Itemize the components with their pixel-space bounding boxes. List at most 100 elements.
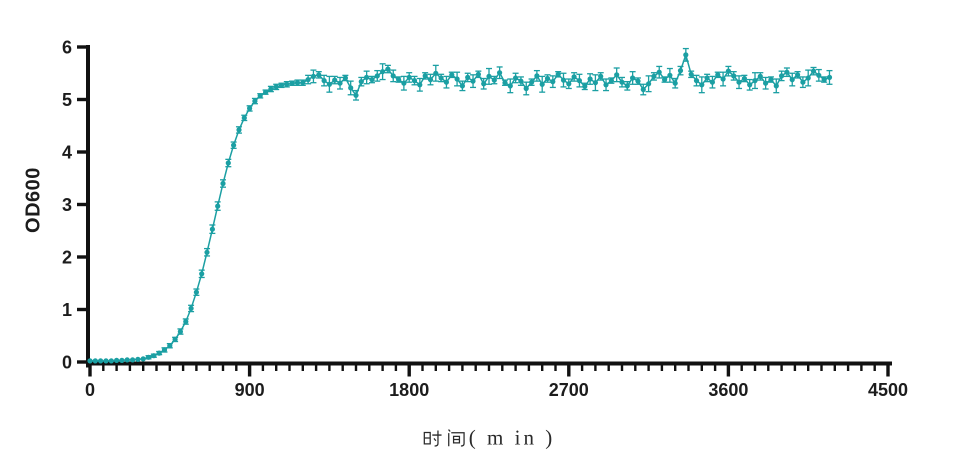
data-point — [188, 305, 194, 311]
data-point — [688, 71, 694, 77]
x-tick-major — [726, 365, 731, 377]
data-point — [736, 79, 742, 85]
data-point — [693, 78, 700, 84]
data-point — [161, 347, 168, 353]
x-tick-label: 3600 — [708, 380, 748, 400]
x-tick-label: 1800 — [389, 380, 429, 400]
x-tick-minor — [221, 365, 225, 371]
x-tick-minor — [541, 365, 544, 371]
x-tick-minor — [168, 365, 171, 371]
data-point — [438, 75, 444, 81]
data-point — [231, 142, 237, 148]
data-point — [523, 85, 529, 92]
data-point — [507, 83, 513, 89]
data-point — [715, 72, 721, 78]
x-tick-minor — [115, 365, 118, 371]
x-tick-label: 900 — [235, 380, 265, 400]
y-tick-label: 1 — [62, 300, 72, 320]
data-point — [135, 356, 141, 362]
x-tick-minor — [713, 365, 717, 371]
data-point — [364, 74, 370, 80]
data-point — [470, 78, 476, 84]
data-point — [316, 72, 322, 78]
x-tick-minor — [181, 365, 185, 371]
data-point — [326, 81, 332, 87]
data-point — [704, 75, 710, 81]
data-point — [656, 69, 662, 75]
data-points — [87, 52, 833, 364]
data-point — [725, 68, 732, 74]
x-tick-minor — [860, 365, 863, 371]
y-tick-label: 4 — [62, 143, 72, 163]
data-point — [619, 79, 625, 85]
x-axis-line — [86, 361, 892, 366]
series-line — [90, 52, 830, 362]
data-point — [502, 80, 508, 86]
y-axis-line — [86, 45, 90, 368]
x-tick-minor — [647, 365, 650, 371]
y-tick-label: 6 — [62, 38, 72, 58]
data-point — [805, 75, 811, 81]
data-point — [624, 83, 630, 89]
x-tick-minor — [195, 365, 198, 371]
x-tick-major — [407, 365, 411, 377]
y-tick-label: 0 — [62, 353, 72, 373]
data-point — [87, 358, 93, 364]
data-point — [92, 358, 98, 364]
data-point — [459, 83, 465, 89]
x-tick-major — [247, 365, 252, 377]
data-point — [193, 289, 199, 295]
data-point — [156, 350, 162, 356]
data-point — [396, 77, 402, 83]
data-point — [374, 73, 380, 79]
data-point — [773, 83, 779, 89]
x-tick-minor — [594, 365, 597, 371]
x-tick-label: 2700 — [549, 380, 589, 400]
data-point — [443, 79, 449, 85]
axes — [86, 45, 892, 368]
x-axis-title: ( m in ) — [421, 426, 555, 451]
data-point — [640, 86, 646, 93]
y-axis-title: OD600 — [22, 167, 45, 233]
data-point — [140, 356, 146, 362]
data-point — [337, 80, 343, 86]
y-tick — [77, 202, 86, 207]
data-point — [672, 80, 678, 86]
data-point — [768, 77, 774, 83]
data-point — [449, 72, 455, 78]
data-point — [598, 73, 604, 79]
x-tick-label: 0 — [85, 380, 95, 400]
data-point — [816, 72, 822, 78]
x-tick-minor — [820, 365, 823, 371]
data-point — [603, 82, 609, 88]
data-point — [582, 83, 588, 89]
data-point — [779, 73, 785, 79]
x-tick-minor — [235, 365, 238, 371]
data-point — [821, 77, 827, 83]
x-tick-minor — [634, 365, 637, 371]
data-point — [252, 98, 258, 104]
y-axis-ticks: 0 1 2 3 4 5 6 — [62, 38, 86, 373]
data-point — [124, 357, 130, 363]
data-point — [273, 84, 279, 90]
data-point — [560, 77, 567, 83]
x-axis-units: ( m in ) — [468, 425, 556, 450]
data-point — [651, 73, 657, 79]
data-point — [699, 82, 705, 88]
x-tick-minor — [793, 365, 797, 371]
data-point — [534, 73, 540, 79]
x-tick-minor — [461, 365, 464, 371]
x-tick-minor — [607, 365, 610, 371]
x-tick-minor — [102, 365, 105, 371]
data-point — [486, 73, 492, 79]
x-tick-minor — [487, 365, 491, 371]
x-tick-major — [886, 365, 890, 377]
data-point — [358, 79, 364, 85]
data-point — [98, 358, 104, 364]
x-tick-minor — [328, 365, 331, 371]
data-point — [417, 82, 423, 88]
data-point — [406, 74, 412, 80]
x-tick-minor — [780, 365, 783, 371]
y-tick-label: 3 — [62, 195, 72, 215]
